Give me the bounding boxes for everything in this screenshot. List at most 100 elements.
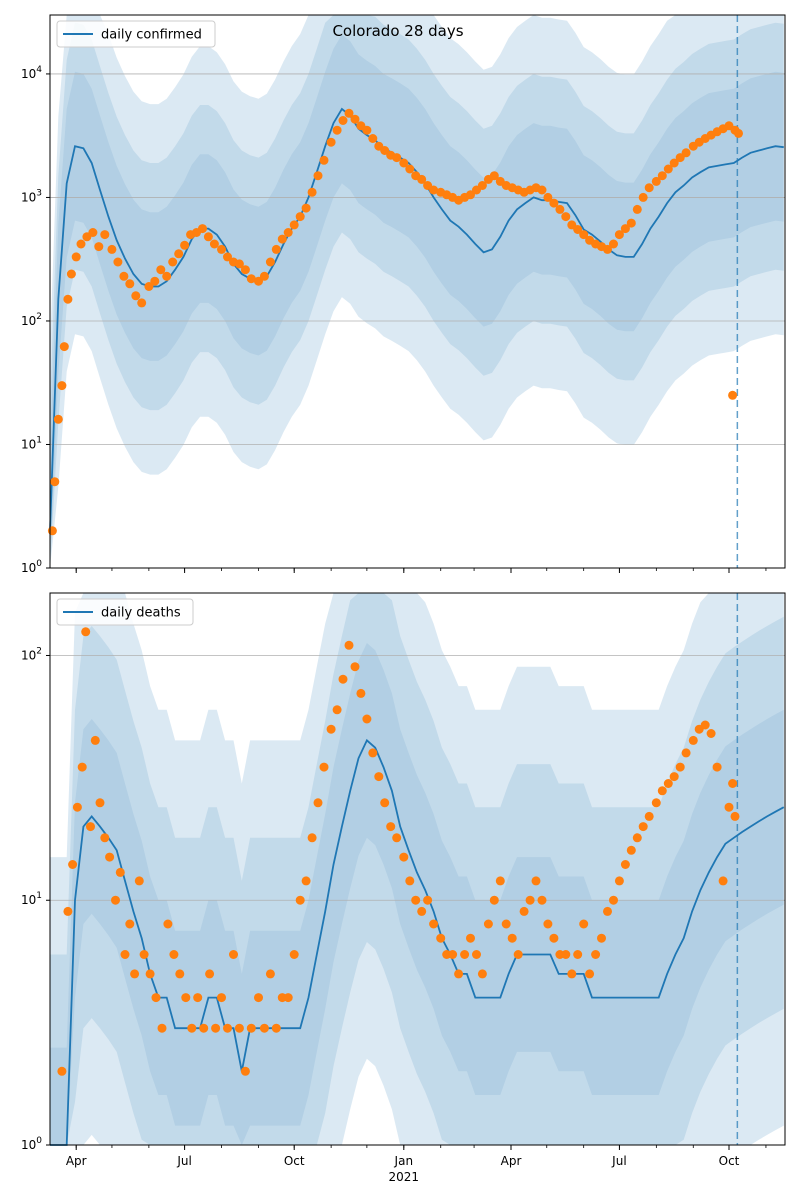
bot-y-tick-label: 100	[21, 1136, 42, 1152]
bot-observed-point	[163, 919, 173, 929]
top-observed-point	[638, 192, 648, 202]
bot-band-3	[50, 593, 784, 1145]
confirmed-plot-frame	[49, 14, 786, 569]
top-observed-point	[144, 282, 154, 291]
top-observed-point	[477, 181, 487, 190]
chart-title: Colorado 28 days	[332, 22, 463, 40]
bot-band-2	[50, 593, 784, 1145]
x-tick-year-label: 2021	[389, 1170, 420, 1184]
top-observed-point	[125, 279, 135, 289]
bot-observed-point	[573, 950, 583, 959]
confirmed-legend-box	[56, 20, 216, 48]
x-tick-label: Jan	[394, 1154, 414, 1168]
deaths-legend-label: daily deaths	[101, 606, 181, 621]
bot-observed-point	[626, 845, 636, 855]
top-observed-point	[265, 257, 275, 267]
top-observed-point	[295, 212, 305, 222]
top-observed-point	[632, 204, 642, 214]
bot-observed-point	[585, 969, 595, 979]
top-y-tick-label: 104	[21, 65, 42, 81]
top-observed-point	[71, 252, 81, 262]
top-observed-point	[217, 244, 226, 254]
top-observed-point	[53, 414, 63, 424]
bot-observed-point	[675, 762, 685, 772]
bot-observed-point	[246, 1023, 256, 1033]
bot-observed-point	[72, 802, 82, 812]
top-observed-point	[537, 185, 547, 195]
bot-observed-point	[531, 876, 541, 886]
top-observed-point	[209, 239, 219, 249]
bot-observed-point	[271, 1023, 281, 1033]
bot-observed-point	[537, 895, 547, 905]
bot-observed-point	[730, 811, 740, 821]
bot-observed-point	[483, 919, 493, 929]
bot-observed-point	[344, 640, 354, 650]
bot-observed-point	[115, 867, 125, 877]
bot-band-1	[50, 643, 784, 1145]
top-observed-point	[603, 244, 612, 254]
top-observed-point	[681, 148, 691, 158]
top-observed-point	[100, 230, 110, 240]
bot-observed-point	[157, 1023, 167, 1033]
x-tick-label: Jul	[611, 1154, 626, 1168]
bot-observed-point	[134, 876, 144, 886]
bot-observed-point	[125, 919, 135, 929]
top-observed-point	[728, 390, 738, 400]
bot-observed-point	[663, 779, 673, 788]
top-observed-point	[620, 224, 630, 234]
deaths-model-line	[50, 738, 785, 1146]
top-observed-point	[119, 271, 129, 281]
bot-observed-point	[338, 674, 348, 684]
bot-observed-point	[81, 627, 91, 637]
bot-observed-point	[362, 714, 372, 724]
top-observed-point	[368, 134, 378, 143]
deaths-legend-box	[56, 598, 194, 626]
top-observed-point	[626, 218, 636, 228]
top-observed-point	[399, 158, 409, 168]
top-observed-point	[609, 239, 618, 249]
bot-observed-point	[513, 950, 523, 959]
deaths-x-axis: Apr Jul Oct Jan 2021 Apr Jul Oct	[66, 1145, 767, 1184]
bot-observed-point	[187, 1023, 197, 1033]
bot-observed-point	[151, 993, 161, 1003]
top-observed-point	[543, 192, 553, 202]
bot-observed-point	[90, 735, 100, 745]
x-tick-label: Oct	[284, 1154, 305, 1168]
bot-observed-point	[193, 993, 203, 1003]
top-observed-point	[549, 198, 559, 208]
bot-observed-point	[669, 772, 679, 782]
bot-observed-point	[712, 762, 722, 772]
top-observed-point	[734, 128, 743, 138]
confirmed-plot-area	[50, 15, 785, 568]
bot-observed-point	[651, 798, 661, 808]
top-observed-point	[168, 257, 178, 267]
bot-observed-point	[181, 993, 191, 1003]
top-observed-point	[66, 269, 76, 279]
bot-observed-point	[374, 772, 384, 782]
top-observed-point	[669, 158, 679, 168]
bot-observed-point	[411, 895, 421, 905]
bot-observed-point	[706, 729, 716, 738]
confirmed-y-axis: 100 101 102 103 104	[21, 65, 50, 575]
top-band-1	[50, 34, 784, 569]
bot-observed-point	[289, 950, 299, 959]
top-observed-point	[174, 249, 184, 259]
bot-observed-point	[561, 950, 571, 959]
top-observed-point	[555, 204, 565, 214]
bot-observed-point	[283, 993, 293, 1003]
bot-observed-point	[632, 833, 642, 843]
top-observed-point	[350, 114, 360, 124]
bot-observed-point	[405, 876, 415, 886]
bot-observed-point	[688, 735, 698, 745]
bot-observed-point	[620, 860, 630, 869]
bot-model-path	[50, 738, 785, 1146]
x-tick-label: Oct	[719, 1154, 740, 1168]
bot-observed-point	[130, 969, 140, 979]
top-observed-point	[561, 212, 571, 222]
top-observed-point	[429, 185, 439, 195]
bot-observed-point	[549, 933, 559, 943]
top-observed-point	[223, 252, 232, 262]
bot-observed-point	[519, 906, 529, 916]
confirmed-observed-points	[47, 108, 743, 536]
